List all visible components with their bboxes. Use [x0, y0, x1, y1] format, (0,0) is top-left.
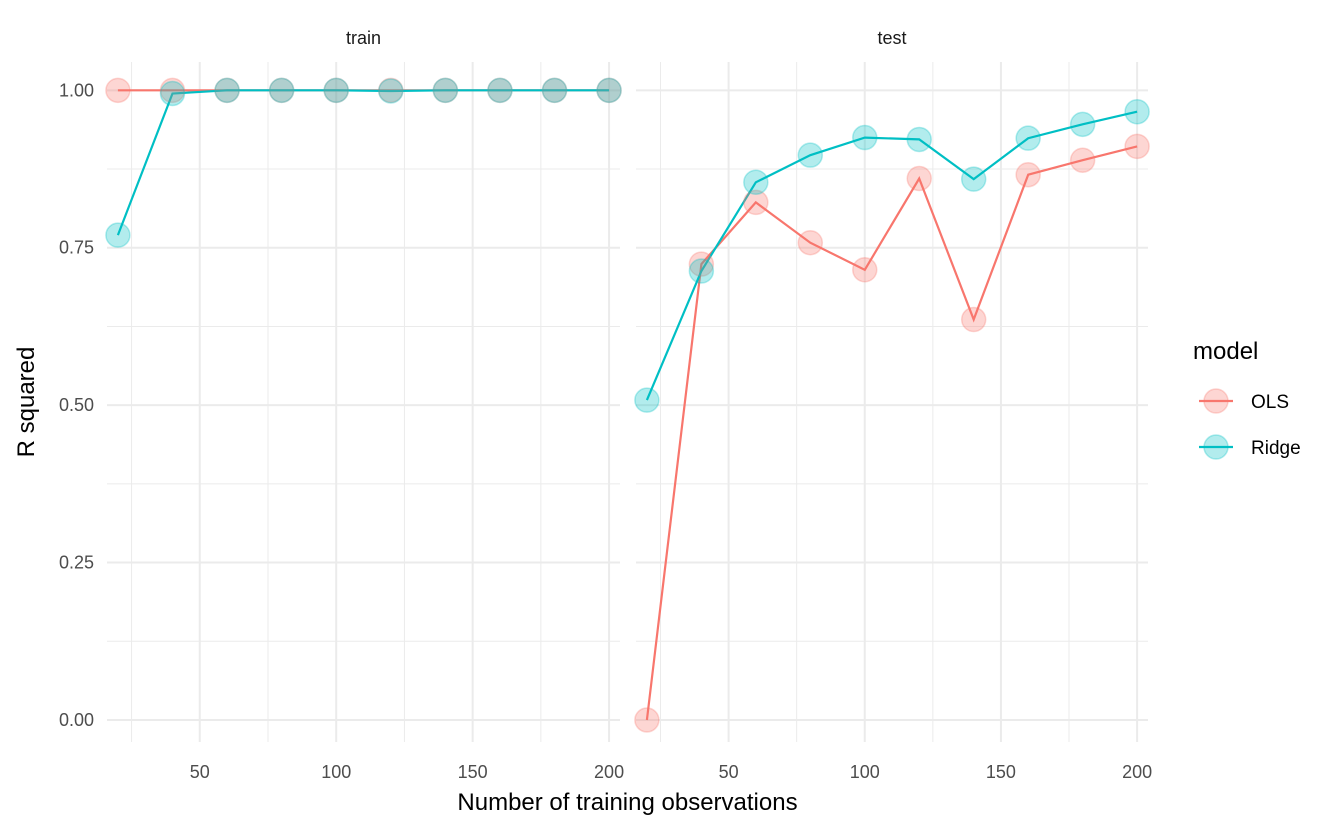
x-tick-label: 100 — [321, 762, 351, 782]
y-tick-label: 0.50 — [59, 395, 94, 415]
data-point-ols — [214, 77, 240, 104]
data-point-ridge — [906, 126, 932, 153]
data-point-ridge — [214, 77, 240, 104]
data-point-ridge — [323, 77, 349, 104]
data-point-ols — [852, 257, 878, 283]
data-point-ridge — [634, 387, 660, 413]
y-tick-label: 0.00 — [59, 710, 94, 730]
data-point-ols — [541, 77, 568, 104]
data-point-ridge — [268, 77, 295, 104]
x-tick-label: 100 — [850, 762, 880, 782]
data-point-ridge — [1124, 98, 1150, 125]
data-point-ols — [688, 251, 715, 277]
data-point-ols — [596, 77, 622, 104]
x-axis-title: Number of training observations — [457, 789, 797, 816]
data-point-ols — [432, 77, 459, 104]
x-tick-label: 150 — [458, 762, 488, 782]
data-point-ridge — [105, 222, 131, 248]
data-point-ridge — [432, 77, 459, 104]
data-point-ridge — [797, 142, 824, 168]
y-tick-label: 1.00 — [59, 80, 94, 100]
data-point-ridge — [743, 169, 769, 196]
series-line-ols-test — [645, 145, 1138, 721]
legend-label-ols: OLS — [1251, 392, 1289, 413]
legend-key-point-ols — [1203, 388, 1229, 414]
data-point-ols — [159, 77, 186, 104]
data-point-ridge — [541, 77, 568, 104]
legend-key-point-ridge — [1203, 434, 1229, 460]
data-point-ridge — [1015, 125, 1041, 151]
data-point-ridge — [960, 166, 987, 192]
data-point-ridge — [159, 80, 186, 107]
data-point-ridge — [852, 124, 878, 151]
x-tick-label: 50 — [719, 762, 739, 782]
x-tick-label: 200 — [594, 762, 624, 782]
data-point-ols — [634, 707, 660, 733]
data-point-ridge — [596, 77, 622, 104]
legend: model OLS Ridge — [1193, 338, 1301, 460]
data-point-ols — [1124, 133, 1150, 160]
x-tick-label: 150 — [986, 762, 1016, 782]
data-point-ols — [1069, 147, 1096, 173]
panel-test: test 50 100 150 200 — [634, 28, 1152, 782]
x-tick-label: 200 — [1122, 762, 1152, 782]
data-point-ols — [323, 77, 349, 104]
data-point-ols — [105, 77, 131, 104]
data-point-ridge — [378, 78, 404, 104]
data-point-ols — [378, 77, 404, 104]
data-point-ols — [960, 306, 987, 333]
legend-title: model — [1193, 338, 1258, 365]
panel-train: train 50 100 150 200 0.00 0.25 0.50 0.75 1.00 — [59, 28, 624, 782]
data-point-ols — [268, 77, 295, 104]
series-line-ridge-train — [116, 89, 610, 236]
data-point-ridge — [688, 258, 715, 284]
data-point-ols — [1015, 161, 1041, 188]
y-tick-label: 0.25 — [59, 553, 94, 573]
series-line-ridge-test — [645, 110, 1138, 401]
data-point-ridge — [487, 77, 513, 104]
data-point-ols — [487, 77, 513, 104]
chart-panels: train 50 100 150 200 0.00 0.25 0.50 0.75 1.00 test… — [59, 28, 1152, 782]
y-tick-label: 0.75 — [59, 238, 94, 258]
facet-label-test: test — [877, 28, 906, 48]
facet-label-train: train — [346, 28, 381, 48]
data-point-ols — [797, 229, 824, 256]
data-point-ols — [906, 165, 932, 192]
y-axis-title: R squared — [13, 347, 40, 458]
legend-label-ridge: Ridge — [1251, 438, 1301, 459]
data-point-ols — [743, 189, 769, 216]
x-tick-label: 50 — [190, 762, 210, 782]
data-point-ridge — [1069, 111, 1096, 138]
